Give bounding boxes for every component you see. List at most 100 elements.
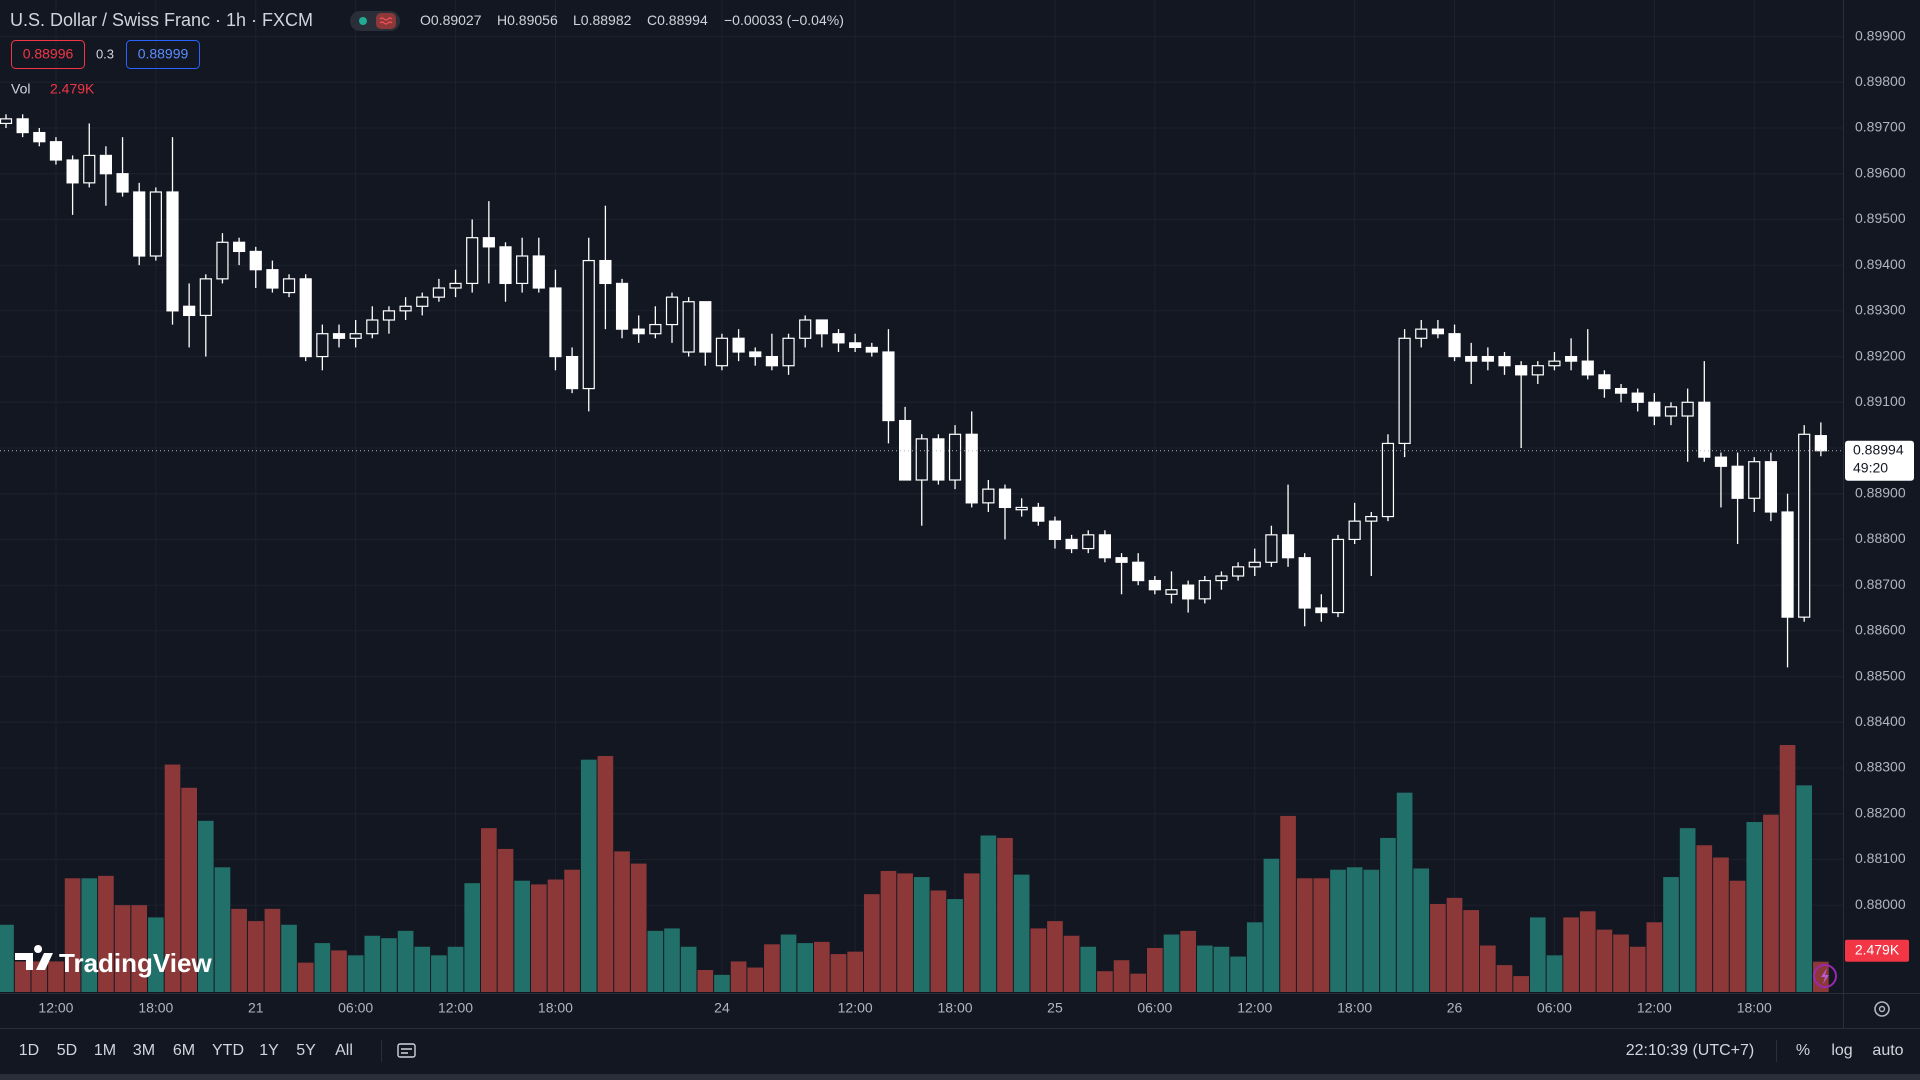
candle-body <box>1664 406 1678 417</box>
ohlc-label: C <box>647 12 657 28</box>
volume-bar <box>1613 934 1629 992</box>
price-axis: 0.88000 0.88100 0.88200 0.88300 0.88400 0.885… <box>1855 27 1906 912</box>
volume-bar <box>913 877 930 992</box>
candle-body <box>416 296 429 307</box>
range-button[interactable]: 1Y <box>259 1042 279 1059</box>
scale-option[interactable]: auto <box>1872 1042 1903 1059</box>
status-flag <box>376 13 396 29</box>
volume-bar <box>847 951 863 992</box>
clock[interactable]: 22:10:39 (UTC+7) <box>1626 1042 1755 1059</box>
candle-body <box>549 287 562 358</box>
candle-body <box>1231 566 1245 577</box>
candle-body <box>116 173 129 193</box>
candle-body <box>565 355 579 390</box>
y-tick-label: 0.88200 <box>1855 804 1906 820</box>
candle-body <box>715 337 729 367</box>
candle-body <box>499 246 512 285</box>
candle-body <box>66 159 79 184</box>
y-tick-label: 0.88500 <box>1855 667 1906 683</box>
candle-body <box>749 351 762 358</box>
y-tick-label: 0.89300 <box>1855 302 1906 318</box>
candle-body <box>1315 607 1328 614</box>
logo[interactable]: TradingView <box>15 945 212 978</box>
volume-bar <box>64 878 81 992</box>
range-button[interactable]: 5D <box>57 1042 77 1059</box>
volume-bar <box>1063 935 1080 992</box>
last-price-label: 0.88994 <box>1853 441 1904 457</box>
ask-box[interactable] <box>126 40 200 69</box>
volume-bar <box>281 924 297 992</box>
x-tick-label: 12:00 <box>1237 1000 1272 1016</box>
volume-bar <box>564 869 580 992</box>
ohlc-value: 0.89056 <box>507 12 558 28</box>
volume-bar <box>497 848 514 992</box>
volume-bar <box>830 954 847 992</box>
candle-body <box>599 259 612 285</box>
volume-bar <box>1446 897 1463 992</box>
volume-bar <box>98 875 114 992</box>
volume-bar <box>647 930 664 992</box>
market-status[interactable] <box>350 11 400 31</box>
volume-bar <box>231 908 247 992</box>
ohlc-value: 0.88982 <box>581 12 632 28</box>
range-button[interactable]: 1M <box>94 1042 116 1059</box>
range-button[interactable]: All <box>335 1042 353 1059</box>
volume-bar <box>148 917 164 992</box>
volume-bar <box>397 930 414 992</box>
candle-body <box>1281 534 1295 559</box>
scale-option[interactable]: % <box>1796 1042 1810 1059</box>
candle-body <box>832 333 845 344</box>
y-tick-label: 0.89200 <box>1855 347 1906 363</box>
quick-action[interactable] <box>1813 964 1837 988</box>
range-button[interactable]: YTD <box>212 1042 244 1059</box>
candle-body <box>1348 520 1361 541</box>
volume-bar <box>880 870 897 992</box>
x-tick-label: 25 <box>1047 1000 1063 1016</box>
bottom-strip <box>0 1074 1920 1080</box>
y-tick-label: 0.89100 <box>1855 393 1906 409</box>
volume-bar <box>747 967 764 992</box>
volume-bar <box>1097 971 1113 992</box>
symbol-title[interactable]: U.S. Dollar / Swiss Franc · 1h · FXCM <box>10 10 313 30</box>
candle-body <box>1415 328 1428 339</box>
settings-gear[interactable] <box>1874 1001 1890 1017</box>
range-button[interactable]: 6M <box>173 1042 195 1059</box>
candle-body <box>1498 355 1511 367</box>
y-tick-label: 0.88600 <box>1855 622 1906 638</box>
candle-body <box>1098 534 1112 559</box>
candle-body <box>1781 511 1794 618</box>
y-tick-label: 0.89400 <box>1855 256 1906 272</box>
compare-icon[interactable] <box>397 1043 416 1058</box>
range-button[interactable]: 5Y <box>296 1042 316 1059</box>
candle-body <box>1631 392 1644 403</box>
candle-body <box>1714 456 1728 467</box>
volume-bar <box>164 764 181 992</box>
candle-body <box>732 337 745 353</box>
volume-bar <box>930 890 947 992</box>
volume-bar <box>1746 822 1763 992</box>
candle-body <box>649 323 662 335</box>
y-tick-label: 0.88400 <box>1855 713 1906 729</box>
scale-option[interactable]: log <box>1831 1042 1852 1059</box>
candle-body <box>166 191 179 312</box>
volume-bar <box>580 759 597 992</box>
ask-price: 0.88999 <box>138 46 189 62</box>
range-button[interactable]: 1D <box>19 1042 39 1059</box>
volume-pane <box>0 745 1829 992</box>
candle-body <box>699 301 712 353</box>
candle-body <box>1481 355 1494 362</box>
candle-body <box>1698 401 1711 458</box>
volume-bar <box>697 969 714 992</box>
range-button[interactable]: 3M <box>133 1042 155 1059</box>
candle-body <box>998 488 1012 509</box>
candle-body <box>815 319 828 335</box>
volume-bar <box>1779 745 1796 992</box>
candle-body <box>1065 538 1078 550</box>
volume-bar <box>1280 815 1296 992</box>
volume-bar <box>181 787 197 992</box>
volume-bar <box>1663 877 1679 992</box>
volume-bar <box>431 955 447 992</box>
bid-box[interactable] <box>11 40 85 69</box>
volume-bar <box>547 879 564 992</box>
volume-bar <box>1546 955 1563 992</box>
